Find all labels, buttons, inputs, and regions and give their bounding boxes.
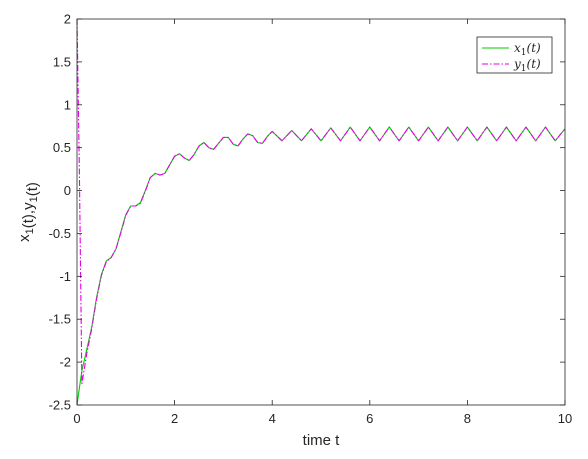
- legend-label-2: y1(t): [513, 57, 541, 74]
- x-tick-label: 8: [464, 411, 471, 426]
- x-tick-label: 4: [269, 411, 276, 426]
- x-tick-label: 6: [366, 411, 373, 426]
- x-axis-label: time t: [303, 432, 341, 449]
- legend-label-1: x1(t): [514, 41, 541, 58]
- x-tick-label: 10: [558, 411, 572, 426]
- y-tick-label: -1.5: [49, 312, 71, 327]
- y-tick-label: 0: [64, 183, 71, 198]
- x-tick-label: 0: [73, 411, 80, 426]
- x-tick-label: 2: [171, 411, 178, 426]
- y-tick-label: -0.5: [49, 226, 71, 241]
- y-tick-label: -1: [59, 269, 71, 284]
- y-tick-label: 2: [64, 12, 71, 27]
- y-tick-label: 1.5: [53, 54, 71, 69]
- plot-area: 0 2 4 6 8 10 -2.5 -2 -1.5 -1 -0.5 0 0.5 1 1.5 2: [49, 12, 573, 427]
- legend-box: [476, 36, 553, 74]
- ticks-layer: 0 2 4 6 8 10 -2.5 -2 -1.5 -1 -0.5 0 0.5 1 1.5 2: [49, 12, 573, 427]
- y-tick-label: -2: [59, 355, 71, 370]
- y-axis-label: x1(t),y1(t): [16, 182, 41, 242]
- legend: x1(t)y1(t): [476, 36, 553, 74]
- series-line-2: [76, 18, 566, 385]
- plot-background: [77, 19, 565, 405]
- y-tick-label: 0.5: [53, 140, 71, 155]
- series-layer: [76, 18, 566, 406]
- y-tick-label: -2.5: [49, 398, 71, 413]
- y-tick-label: 1: [64, 97, 71, 112]
- plot-frame: [76, 18, 566, 406]
